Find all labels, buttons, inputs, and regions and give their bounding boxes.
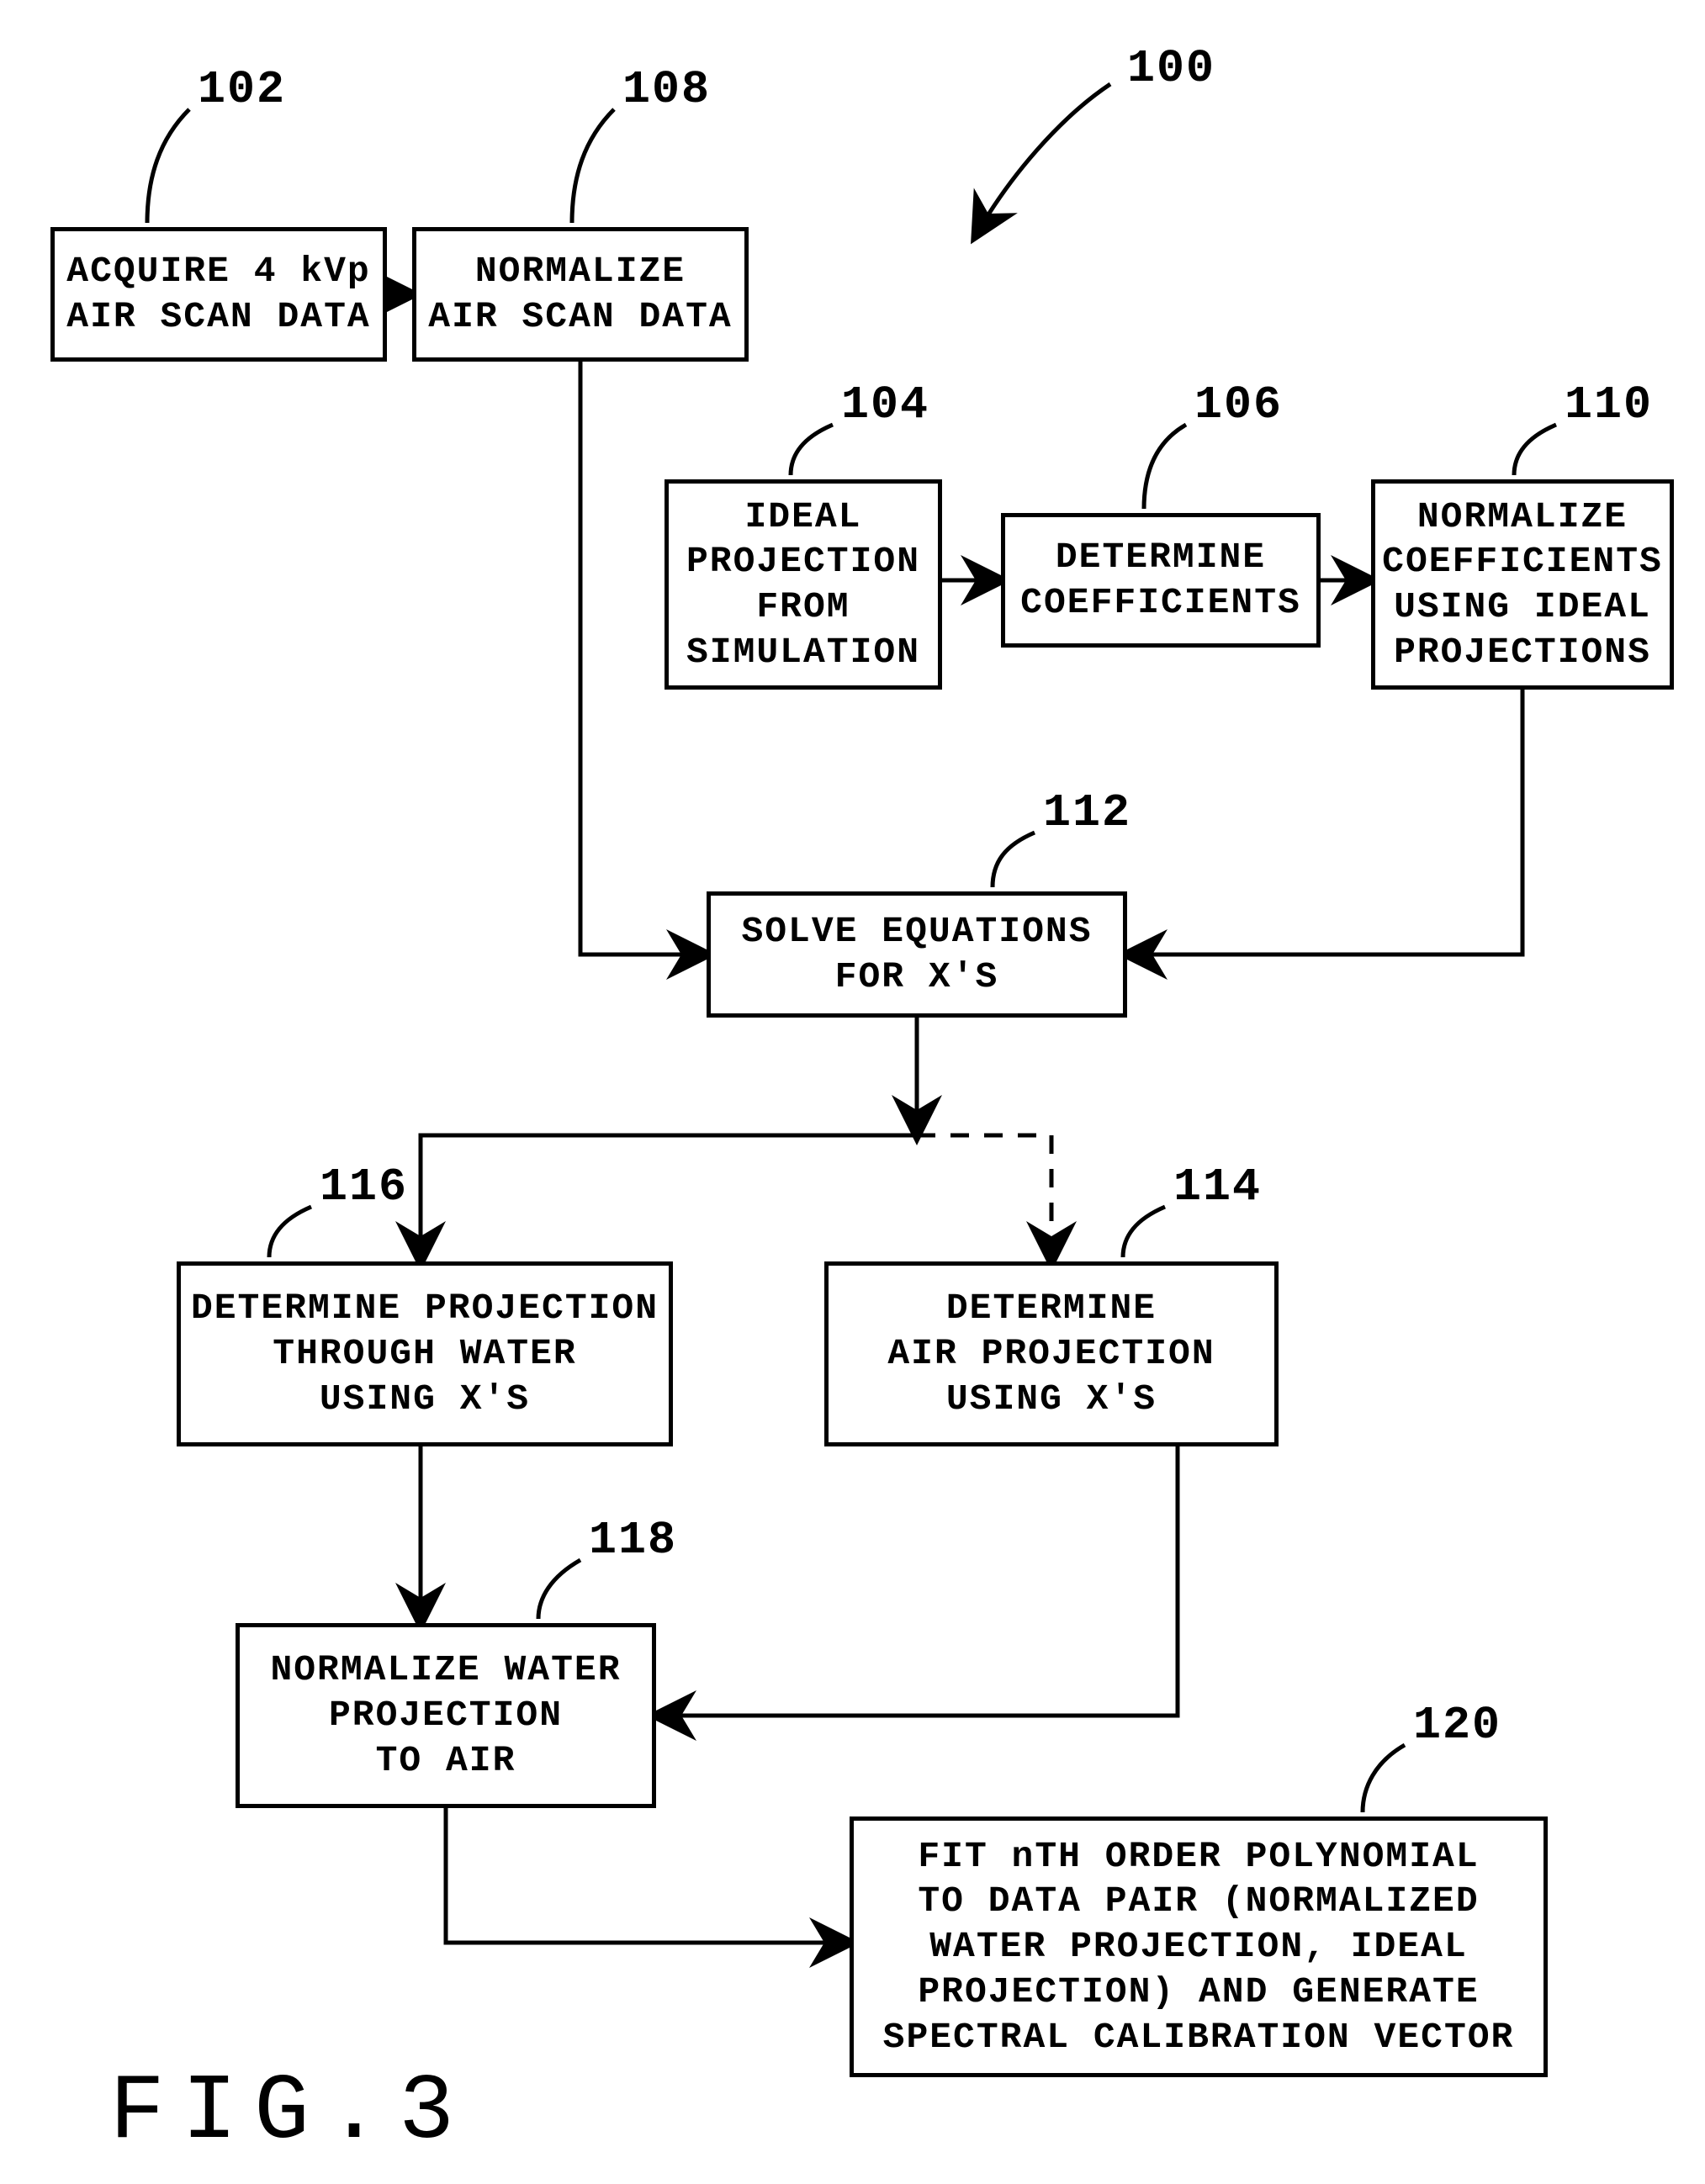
ref-label-120: 120	[1413, 1699, 1501, 1752]
box-normalize-air-scan: NORMALIZE AIR SCAN DATA	[412, 227, 749, 362]
ref-label-118: 118	[589, 1514, 677, 1567]
ref-label-100: 100	[1127, 42, 1215, 95]
ref-leader	[993, 833, 1035, 887]
box-text: DETERMINE AIR PROJECTION USING X'S	[887, 1286, 1215, 1421]
ref-label-112: 112	[1043, 786, 1131, 839]
ref-leader	[538, 1560, 580, 1619]
flow-arrow	[656, 1446, 1178, 1716]
ref-label-108: 108	[622, 63, 711, 116]
ref-leader	[269, 1207, 311, 1257]
box-text: NORMALIZE COEFFICIENTS USING IDEAL PROJE…	[1382, 494, 1663, 675]
box-text: DETERMINE PROJECTION THROUGH WATER USING…	[191, 1286, 659, 1421]
ref-label-114: 114	[1173, 1161, 1262, 1214]
ref-leader	[1514, 425, 1556, 475]
flow-arrow	[446, 1808, 850, 1943]
box-ideal-projection: IDEAL PROJECTION FROM SIMULATION	[665, 479, 942, 690]
ref-label-116: 116	[320, 1161, 408, 1214]
box-text: ACQUIRE 4 kVp AIR SCAN DATA	[66, 249, 370, 340]
ref-leader	[1144, 425, 1186, 509]
box-text: NORMALIZE WATER PROJECTION TO AIR	[270, 1647, 621, 1783]
box-determine-coeff: DETERMINE COEFFICIENTS	[1001, 513, 1321, 648]
ref-leader	[976, 84, 1110, 235]
box-fit-polynomial: FIT nTH ORDER POLYNOMIAL TO DATA PAIR (N…	[850, 1816, 1548, 2077]
box-normalize-coeff: NORMALIZE COEFFICIENTS USING IDEAL PROJE…	[1371, 479, 1674, 690]
ref-leader	[147, 109, 189, 223]
flow-arrow	[421, 1135, 917, 1261]
ref-label-110: 110	[1565, 378, 1653, 431]
box-normalize-water: NORMALIZE WATER PROJECTION TO AIR	[236, 1623, 656, 1808]
box-air-projection: DETERMINE AIR PROJECTION USING X'S	[824, 1261, 1279, 1446]
box-text: SOLVE EQUATIONS FOR X'S	[741, 909, 1092, 1000]
box-acquire-air-scan: ACQUIRE 4 kVp AIR SCAN DATA	[50, 227, 387, 362]
box-water-projection: DETERMINE PROJECTION THROUGH WATER USING…	[177, 1261, 673, 1446]
ref-leader	[1123, 1207, 1165, 1257]
box-text: IDEAL PROJECTION FROM SIMULATION	[686, 494, 920, 675]
ref-label-106: 106	[1194, 378, 1283, 431]
flow-arrow	[1127, 690, 1522, 955]
flow-arrow	[917, 1135, 1051, 1261]
box-text: FIT nTH ORDER POLYNOMIAL TO DATA PAIR (N…	[883, 1834, 1515, 2060]
ref-leader	[791, 425, 833, 475]
figure-caption: FIG.3	[109, 2060, 471, 2165]
ref-label-104: 104	[841, 378, 929, 431]
box-text: DETERMINE COEFFICIENTS	[1020, 535, 1301, 626]
box-text: NORMALIZE AIR SCAN DATA	[428, 249, 732, 340]
box-solve-equations: SOLVE EQUATIONS FOR X'S	[707, 891, 1127, 1018]
ref-leader	[1363, 1745, 1405, 1812]
ref-label-102: 102	[198, 63, 286, 116]
ref-leader	[572, 109, 614, 223]
